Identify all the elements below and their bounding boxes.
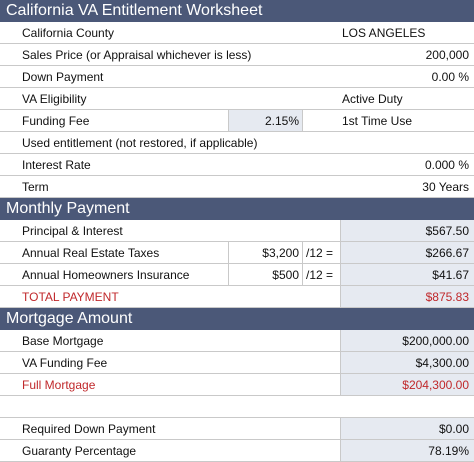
value-shade: [341, 352, 474, 373]
row-line: [0, 153, 474, 154]
row-value: 1st Time Use: [342, 114, 413, 128]
col-line: [340, 330, 341, 352]
row-line: [0, 373, 474, 374]
row-label: Sales Price (or Appraisal whichever is l…: [22, 48, 252, 62]
row-line: [0, 417, 474, 418]
annual-amount: $3,200: [262, 246, 299, 260]
row-value: $875.83: [425, 290, 469, 304]
row-value: 200,000: [425, 48, 469, 62]
row-line: [0, 131, 474, 132]
row-line: [0, 285, 474, 286]
col-line: [340, 440, 341, 462]
col-line: [228, 264, 229, 286]
row-line: [0, 351, 474, 352]
row-line: [0, 395, 474, 396]
row-value: $4,300.00: [415, 356, 469, 370]
row-label: Principal & Interest: [22, 224, 123, 238]
divisor: /12 =: [306, 268, 334, 282]
col-line: [340, 220, 341, 242]
col-line: [302, 242, 303, 264]
row-line: [0, 197, 474, 198]
row-label: Full Mortgage: [22, 378, 96, 392]
row-label: Used entitlement (not restored, if appli…: [22, 136, 258, 150]
row-value: 0.00 %: [431, 70, 469, 84]
row-line: [0, 439, 474, 440]
section-header: Monthly Payment: [0, 198, 474, 220]
section-header: Mortgage Amount: [0, 308, 474, 330]
row-line: [0, 307, 474, 308]
row-label: VA Eligibility: [22, 92, 87, 106]
value-shade: [341, 220, 474, 241]
col-line: [302, 110, 303, 132]
row-line: [0, 175, 474, 176]
row-label: California County: [22, 26, 115, 40]
row-value: Active Duty: [342, 92, 403, 106]
row-value: 0.000 %: [424, 158, 469, 172]
value-shade: [341, 330, 474, 351]
section-header: California VA Entitlement Worksheet: [0, 0, 474, 22]
row-line: [0, 241, 474, 242]
col-line: [340, 352, 341, 374]
row-value: $41.67: [432, 268, 469, 282]
col-line: [340, 374, 341, 396]
col-line: [228, 110, 229, 132]
value-shade: [341, 418, 474, 439]
row-value: 30 Years: [422, 180, 469, 194]
value-shade: [341, 264, 474, 285]
row-label: Guaranty Percentage: [22, 444, 137, 458]
row-label: Required Down Payment: [22, 422, 156, 436]
row-value: $0.00: [438, 422, 469, 436]
col-line: [340, 418, 341, 440]
row-label: Interest Rate: [22, 158, 91, 172]
value-shade: [341, 374, 474, 395]
col-line: [340, 264, 341, 286]
row-label: Annual Real Estate Taxes: [22, 246, 160, 260]
row-label: Annual Homeowners Insurance: [22, 268, 190, 282]
row-line: [0, 87, 474, 88]
row-line: [0, 65, 474, 66]
rate-shade: [229, 110, 302, 131]
row-label: Funding Fee: [22, 114, 90, 128]
row-value: 78.19%: [428, 444, 469, 458]
row-line: [0, 43, 474, 44]
rate: 2.15%: [264, 114, 299, 128]
row-label: TOTAL PAYMENT: [22, 290, 119, 304]
row-value: $204,300.00: [402, 378, 469, 392]
divisor: /12 =: [306, 246, 334, 260]
row-value: $200,000.00: [402, 334, 469, 348]
value-shade: [341, 286, 474, 307]
row-label: Base Mortgage: [22, 334, 104, 348]
row-value: LOS ANGELES: [342, 26, 426, 40]
row-label: Term: [22, 180, 49, 194]
row-label: VA Funding Fee: [22, 356, 108, 370]
value-shade: [341, 440, 474, 461]
col-line: [302, 264, 303, 286]
col-line: [228, 242, 229, 264]
row-line: [0, 263, 474, 264]
row-line: [0, 109, 474, 110]
col-line: [340, 286, 341, 308]
col-line: [340, 242, 341, 264]
annual-amount: $500: [272, 268, 299, 282]
row-label: Down Payment: [22, 70, 104, 84]
value-shade: [341, 242, 474, 263]
row-value: $266.67: [425, 246, 469, 260]
row-value: $567.50: [425, 224, 469, 238]
